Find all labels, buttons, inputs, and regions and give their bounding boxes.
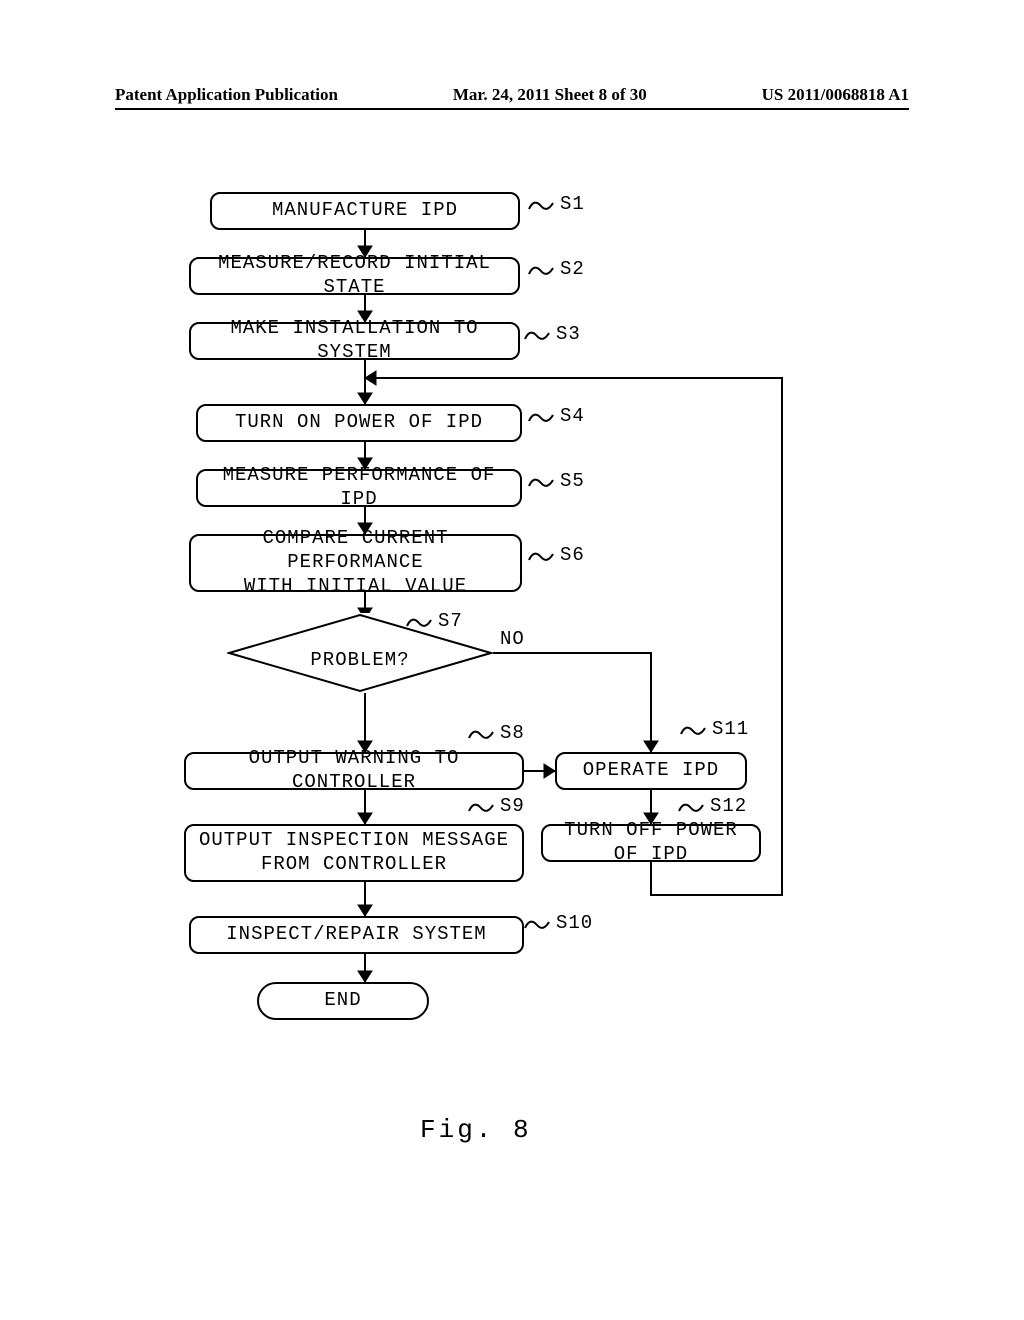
step-label-s2: S2 bbox=[560, 258, 585, 280]
tilde-icon bbox=[468, 728, 494, 742]
tilde-icon bbox=[524, 918, 550, 932]
step-label-s8: S8 bbox=[500, 722, 525, 744]
step-label-s9: S9 bbox=[500, 795, 525, 817]
step-label-s5: S5 bbox=[560, 470, 585, 492]
tilde-icon bbox=[528, 411, 554, 425]
process-s4: TURN ON POWER OF IPD bbox=[196, 404, 522, 442]
tilde-icon bbox=[524, 329, 550, 343]
step-label-s7: S7 bbox=[438, 610, 463, 632]
process-s2: MEASURE/RECORD INITIAL STATE bbox=[189, 257, 520, 295]
process-s10: INSPECT/REPAIR SYSTEM bbox=[189, 916, 524, 954]
edge-label: NO bbox=[500, 628, 525, 650]
tilde-icon bbox=[406, 616, 432, 630]
process-s3: MAKE INSTALLATION TO SYSTEM bbox=[189, 322, 520, 360]
step-label-s3: S3 bbox=[556, 323, 581, 345]
process-s1: MANUFACTURE IPD bbox=[210, 192, 520, 230]
process-s6: COMPARE CURRENT PERFORMANCEWITH INITIAL … bbox=[189, 534, 522, 592]
step-label-s12: S12 bbox=[710, 795, 747, 817]
process-s12: TURN OFF POWER OF IPD bbox=[541, 824, 761, 862]
step-label-s11: S11 bbox=[712, 718, 749, 740]
step-label-s4: S4 bbox=[560, 405, 585, 427]
tilde-icon bbox=[528, 264, 554, 278]
tilde-icon bbox=[680, 724, 706, 738]
process-s5: MEASURE PERFORMANCE OF IPD bbox=[196, 469, 522, 507]
step-label-s10: S10 bbox=[556, 912, 593, 934]
tilde-icon bbox=[468, 801, 494, 815]
tilde-icon bbox=[528, 550, 554, 564]
process-s9: OUTPUT INSPECTION MESSAGEFROM CONTROLLER bbox=[184, 824, 524, 882]
tilde-icon bbox=[678, 801, 704, 815]
tilde-icon bbox=[528, 199, 554, 213]
step-label-s6: S6 bbox=[560, 544, 585, 566]
step-label-s1: S1 bbox=[560, 193, 585, 215]
process-s11: OPERATE IPD bbox=[555, 752, 747, 790]
terminal-end: END bbox=[257, 982, 429, 1020]
process-s8: OUTPUT WARNING TO CONTROLLER bbox=[184, 752, 524, 790]
tilde-icon bbox=[528, 476, 554, 490]
figure-caption: Fig. 8 bbox=[420, 1115, 532, 1145]
